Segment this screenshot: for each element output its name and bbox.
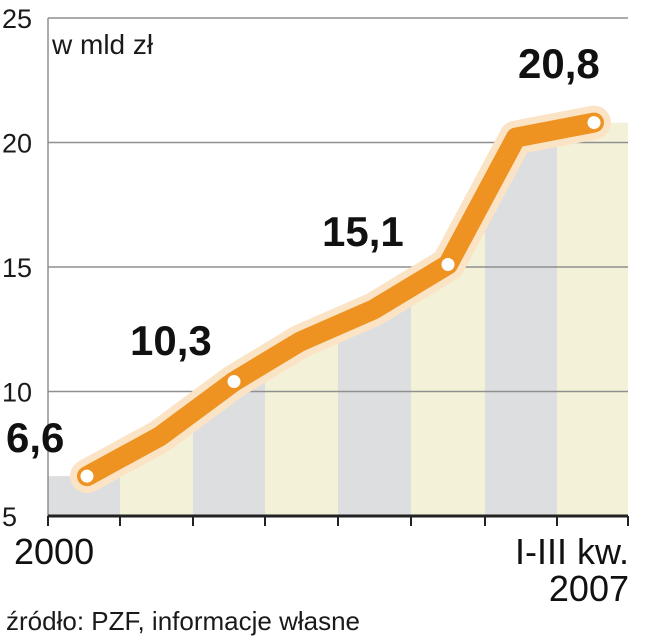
series-line-group — [70, 105, 611, 494]
y-axis-ticks: 5 10 15 20 25 — [2, 4, 32, 532]
data-point-marker — [439, 256, 457, 274]
gridlines — [47, 17, 628, 516]
x-label-end-line1: I-III kw. — [515, 531, 629, 572]
data-labels: 6,6 10,3 15,1 20,8 — [6, 40, 600, 461]
x-label-start: 2000 — [14, 531, 94, 572]
y-tick-label: 15 — [2, 253, 32, 283]
unit-label: w mld zł — [51, 29, 154, 60]
y-tick-label: 20 — [2, 129, 32, 159]
data-label: 20,8 — [518, 40, 600, 87]
y-tick-label: 25 — [2, 4, 32, 34]
series-line — [77, 112, 604, 487]
data-label: 15,1 — [322, 208, 404, 255]
data-point-marker — [585, 114, 603, 132]
source-note: źródło: PZF, informacje własne — [6, 606, 360, 636]
data-point-marker — [78, 467, 96, 485]
point-markers — [78, 114, 603, 485]
y-tick-label: 5 — [2, 502, 17, 532]
x-label-end-line2: 2007 — [549, 568, 629, 609]
area-above-line — [48, 18, 628, 477]
y-tick-label: 10 — [2, 378, 32, 408]
data-point-marker — [225, 373, 243, 391]
data-label: 6,6 — [6, 414, 64, 461]
data-label: 10,3 — [130, 317, 212, 364]
x-axis-ticks — [47, 516, 629, 526]
